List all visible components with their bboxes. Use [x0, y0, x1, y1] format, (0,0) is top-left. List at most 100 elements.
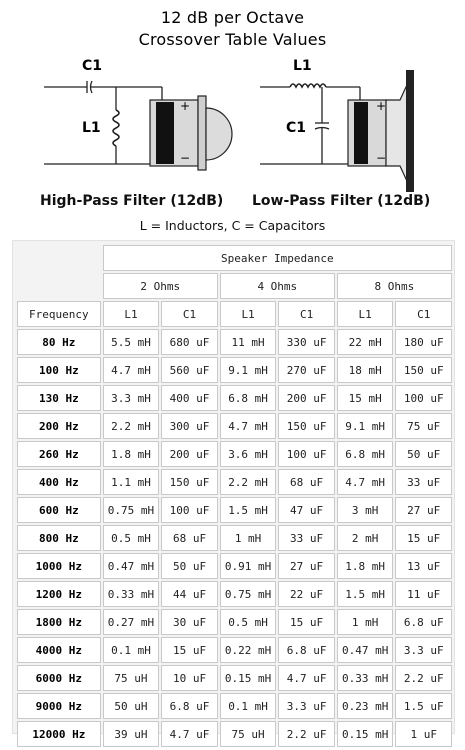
frequency-header: Frequency [17, 301, 101, 327]
table-row: 130 Hz 3.3 mH 400 uF 6.8 mH 200 uF 15 mH 100 u… [17, 385, 452, 411]
table-row: 400 Hz 1.1 mH 150 uF 2.2 mH 68 uF 4.7 mH 33 uF [17, 469, 452, 495]
value-cell: 100 uF [161, 497, 218, 523]
page-title-line1: 12 dB per Octave [160, 8, 305, 27]
frequency-cell: 260 Hz [17, 441, 101, 467]
frequency-cell: 1200 Hz [17, 581, 101, 607]
value-cell: 2.2 uF [395, 665, 452, 691]
value-cell: 75 uH [102, 665, 160, 691]
value-cell: 400 uF [161, 385, 218, 411]
table-row: 260 Hz 1.8 mH 200 uF 3.6 mH 100 uF 6.8 mH 50 u… [17, 441, 452, 467]
value-cell: 0.27 mH [102, 609, 160, 635]
hp-l1-label: L1 [82, 120, 101, 136]
value-cell: 150 uF [161, 469, 218, 495]
impedance-header-2-ohms: 2 Ohms [102, 273, 218, 299]
value-cell: 11 mH [219, 329, 277, 355]
value-cell: 75 uF [395, 413, 452, 439]
value-cell: 560 uF [161, 357, 218, 383]
value-cell: 300 uF [161, 413, 218, 439]
value-cell: 330 uF [278, 329, 335, 355]
value-cell: 0.91 mH [219, 553, 277, 579]
frequency-cell: 1800 Hz [17, 609, 101, 635]
frequency-cell: 800 Hz [17, 525, 101, 551]
value-cell: 39 uH [102, 721, 160, 747]
woofer-speaker [347, 70, 414, 192]
value-cell: 50 uF [395, 441, 452, 467]
value-cell: 0.5 mH [102, 525, 160, 551]
value-cell: 0.23 mH [336, 693, 394, 719]
value-cell: 270 uF [278, 357, 335, 383]
value-cell: 0.5 mH [219, 609, 277, 635]
value-cell: 18 mH [336, 357, 394, 383]
value-cell: 1.8 mH [102, 441, 160, 467]
hp-plus-sign: + [180, 99, 190, 113]
table-row: 12000 Hz 39 uH 4.7 uF 75 uH 2.2 uF 0.15 mH 1 u… [17, 721, 452, 747]
value-cell: 50 uH [102, 693, 160, 719]
sub-header-c1: C1 [395, 301, 452, 327]
table-row: 9000 Hz 50 uH 6.8 uF 0.1 mH 3.3 uF 0.23 mH 1.5… [17, 693, 452, 719]
value-cell: 4.7 mH [336, 469, 394, 495]
value-cell: 5.5 mH [102, 329, 160, 355]
table-row: 1000 Hz 0.47 mH 50 uF 0.91 mH 27 uF 1.8 mH 13 … [17, 553, 452, 579]
header-blank-cell [17, 245, 101, 271]
lp-l1-label: L1 [293, 58, 312, 74]
table-row: 6000 Hz 75 uH 10 uF 0.15 mH 4.7 uF 0.33 mH 2.2… [17, 665, 452, 691]
tweeter-speaker [149, 95, 233, 171]
value-cell: 0.1 mH [102, 637, 160, 663]
value-cell: 1.5 mH [336, 581, 394, 607]
page-title-line2: Crossover Table Values [138, 30, 327, 49]
frequency-cell: 4000 Hz [17, 637, 101, 663]
table-header-row: 2 Ohms 4 Ohms 8 Ohms [17, 273, 452, 299]
value-cell: 0.1 mH [219, 693, 277, 719]
low-pass-circuit [260, 83, 361, 165]
value-cell: 100 uF [395, 385, 452, 411]
table-row: 1200 Hz 0.33 mH 44 uF 0.75 mH 22 uF 1.5 mH 11 … [17, 581, 452, 607]
value-cell: 4.7 uF [161, 721, 218, 747]
value-cell: 15 uF [278, 609, 335, 635]
value-cell: 0.15 mH [336, 721, 394, 747]
value-cell: 10 uF [161, 665, 218, 691]
speaker-impedance-header: Speaker Impedance [102, 245, 452, 271]
lp-minus-sign: − [376, 151, 386, 165]
frequency-cell: 9000 Hz [17, 693, 101, 719]
value-cell: 2.2 mH [102, 413, 160, 439]
value-cell: 150 uF [395, 357, 452, 383]
value-cell: 4.7 mH [219, 413, 277, 439]
value-cell: 0.15 mH [219, 665, 277, 691]
value-cell: 150 uF [278, 413, 335, 439]
crossover-table: Speaker Impedance 2 Ohms 4 Ohms 8 Ohms F… [15, 243, 454, 749]
frequency-cell: 600 Hz [17, 497, 101, 523]
sub-header-l1: L1 [102, 301, 160, 327]
value-cell: 0.75 mH [102, 497, 160, 523]
frequency-cell: 130 Hz [17, 385, 101, 411]
value-cell: 44 uF [161, 581, 218, 607]
value-cell: 1 uF [395, 721, 452, 747]
value-cell: 6.8 uF [161, 693, 218, 719]
value-cell: 15 mH [336, 385, 394, 411]
value-cell: 0.47 mH [102, 553, 160, 579]
value-cell: 2 mH [336, 525, 394, 551]
value-cell: 22 mH [336, 329, 394, 355]
low-pass-caption: Low-Pass Filter (12dB) [252, 193, 431, 209]
high-pass-caption: High-Pass Filter (12dB) [40, 193, 224, 209]
value-cell: 2.2 mH [219, 469, 277, 495]
frequency-cell: 100 Hz [17, 357, 101, 383]
value-cell: 15 uF [161, 637, 218, 663]
hp-c1-label: C1 [82, 58, 102, 74]
value-cell: 180 uF [395, 329, 452, 355]
table-header-row: Speaker Impedance [17, 245, 452, 271]
value-cell: 0.75 mH [219, 581, 277, 607]
table-row: 4000 Hz 0.1 mH 15 uF 0.22 mH 6.8 uF 0.47 mH 3.… [17, 637, 452, 663]
value-cell: 4.7 uF [278, 665, 335, 691]
value-cell: 3.3 uF [395, 637, 452, 663]
value-cell: 15 uF [395, 525, 452, 551]
value-cell: 0.22 mH [219, 637, 277, 663]
value-cell: 27 uF [395, 497, 452, 523]
value-cell: 3.3 uF [278, 693, 335, 719]
sub-header-l1: L1 [336, 301, 394, 327]
crossover-table-panel: Speaker Impedance 2 Ohms 4 Ohms 8 Ohms F… [12, 240, 455, 747]
header-blank-cell [17, 273, 101, 299]
value-cell: 200 uF [278, 385, 335, 411]
table-header-row: Frequency L1 C1 L1 C1 L1 C1 [17, 301, 452, 327]
value-cell: 6.8 uF [395, 609, 452, 635]
value-cell: 0.33 mH [336, 665, 394, 691]
